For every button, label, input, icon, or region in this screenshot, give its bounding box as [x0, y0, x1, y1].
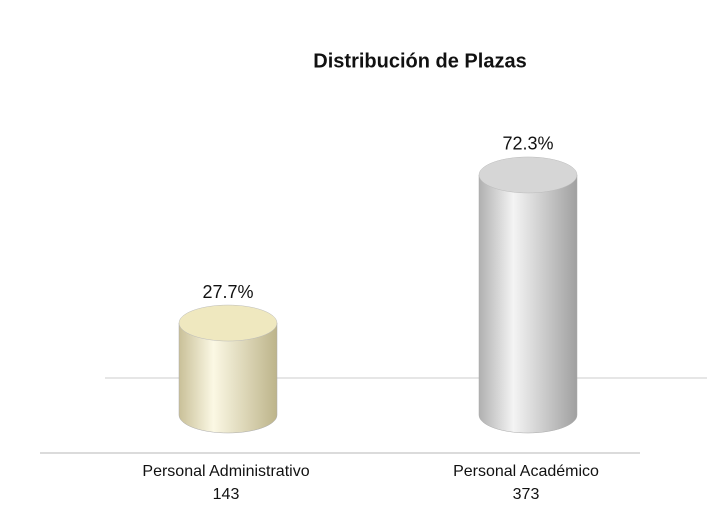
count-label: 373: [513, 486, 540, 503]
category-label: Personal Administrativo: [142, 463, 309, 480]
value-label: 27.7%: [202, 282, 253, 302]
chart-title: Distribución de Plazas: [313, 50, 526, 72]
cylinder-body: [478, 174, 578, 434]
cylinder-body: [178, 322, 278, 434]
category-label: Personal Académico: [453, 463, 599, 480]
cylinder-top: [178, 304, 278, 342]
value-label: 72.3%: [502, 134, 553, 154]
cylinder-top: [478, 156, 578, 194]
count-label: 143: [213, 486, 240, 503]
